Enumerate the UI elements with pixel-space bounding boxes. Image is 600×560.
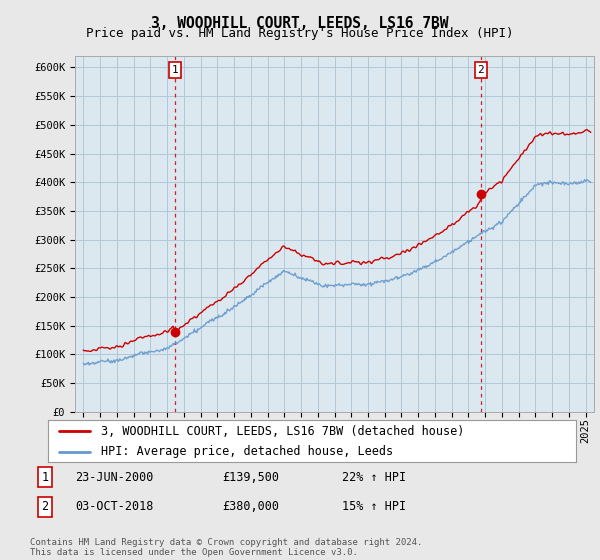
Text: Price paid vs. HM Land Registry's House Price Index (HPI): Price paid vs. HM Land Registry's House …	[86, 27, 514, 40]
Text: 2: 2	[478, 65, 484, 75]
Text: 1: 1	[41, 470, 49, 484]
Text: 1: 1	[172, 65, 178, 75]
Text: 22% ↑ HPI: 22% ↑ HPI	[342, 470, 406, 484]
Text: £380,000: £380,000	[222, 500, 279, 514]
Text: 2: 2	[41, 500, 49, 514]
Text: HPI: Average price, detached house, Leeds: HPI: Average price, detached house, Leed…	[101, 445, 393, 458]
Text: 23-JUN-2000: 23-JUN-2000	[75, 470, 154, 484]
Text: 03-OCT-2018: 03-OCT-2018	[75, 500, 154, 514]
Text: Contains HM Land Registry data © Crown copyright and database right 2024.
This d: Contains HM Land Registry data © Crown c…	[30, 538, 422, 557]
Text: 3, WOODHILL COURT, LEEDS, LS16 7BW: 3, WOODHILL COURT, LEEDS, LS16 7BW	[151, 16, 449, 31]
Text: 15% ↑ HPI: 15% ↑ HPI	[342, 500, 406, 514]
Text: 3, WOODHILL COURT, LEEDS, LS16 7BW (detached house): 3, WOODHILL COURT, LEEDS, LS16 7BW (deta…	[101, 425, 464, 438]
Text: £139,500: £139,500	[222, 470, 279, 484]
